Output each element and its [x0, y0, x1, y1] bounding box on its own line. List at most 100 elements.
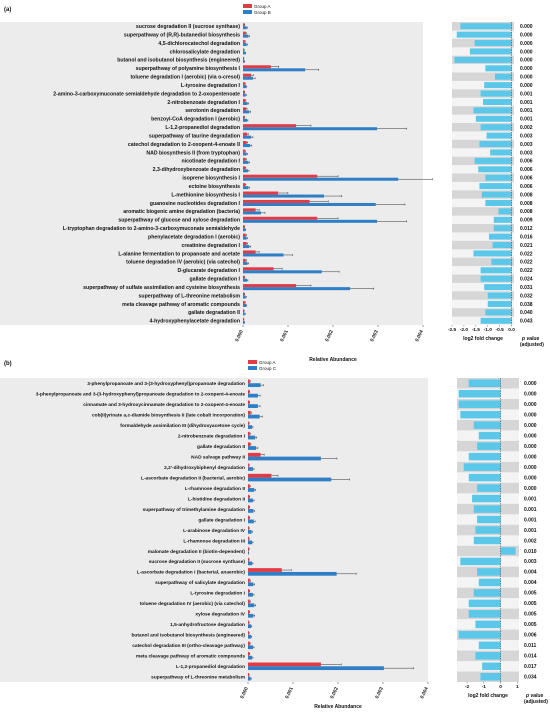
x-tick-label: 0.004 — [419, 686, 430, 700]
fc-tick-label: 0.0 — [508, 327, 515, 333]
bar-group-b — [243, 110, 250, 114]
abundance-panel-bg — [0, 378, 428, 682]
category-label: L-methionine biosynthesis I — [171, 192, 240, 198]
p-value: 0.034 — [524, 675, 537, 681]
fold-change-bar — [492, 242, 512, 249]
x-axis-label: Relative Abundance — [314, 704, 362, 710]
category-label: gallate degradation II — [197, 444, 246, 450]
category-label: formaldehyde assimilation III (dihydroxy… — [120, 423, 245, 429]
bar-group-a — [243, 149, 245, 153]
p-value: 0.002 — [520, 125, 533, 131]
bar-group-a — [243, 73, 252, 77]
category-label: superpathway of salicylate degradation — [155, 580, 245, 586]
bar-group-a — [243, 157, 246, 161]
bar-group-a — [248, 442, 251, 447]
p-value: 0.006 — [524, 633, 537, 639]
bar-group-b — [243, 303, 247, 307]
bar-group-a — [243, 107, 247, 111]
p-value: 0.032 — [520, 293, 533, 299]
category-label: superpathway of polyamine biosynthesis I — [136, 66, 241, 72]
bar-group-b — [248, 592, 253, 597]
x-tick-label: 0.002 — [329, 686, 340, 700]
fc-row-stripe — [452, 240, 514, 250]
fold-change-bar — [477, 515, 501, 524]
p-value: 0.009 — [520, 218, 533, 224]
category-label: toluene degradation I (aerobic) (via o-c… — [130, 75, 240, 81]
p-value: 0.021 — [520, 243, 533, 249]
fc-tick-label: -2.0 — [460, 327, 469, 333]
bar-group-a — [243, 242, 247, 246]
category-label: superpathway of glucose and xylose degra… — [118, 218, 240, 224]
p-value: 0.022 — [520, 260, 533, 266]
bar-group-b — [243, 76, 253, 80]
bar-group-b — [248, 676, 251, 681]
p-value: 0.004 — [524, 570, 537, 576]
fold-change-bar — [473, 107, 512, 114]
panel-label: (a) — [4, 7, 11, 13]
bar-group-b — [243, 312, 245, 316]
p-value: 0.000 — [524, 486, 537, 492]
category-label: L-ascorbate degradation I (bacterial, an… — [137, 570, 246, 576]
bar-group-a — [248, 463, 249, 468]
p-value: 0.024 — [520, 277, 533, 283]
bar-group-a — [248, 547, 249, 551]
fold-change-bar — [468, 452, 501, 461]
p-value: 0.001 — [524, 528, 537, 534]
fold-change-bar — [477, 484, 501, 492]
fold-change-bar — [460, 23, 512, 30]
bar-group-a — [248, 452, 261, 457]
fc-row-stripe — [452, 224, 514, 233]
x-axis-label: Relative Abundance — [309, 357, 357, 363]
fold-change-bar — [486, 132, 512, 139]
category-label: catechol degradation III (ortho-cleavage… — [132, 643, 245, 649]
bar-group-a — [248, 662, 321, 667]
bar-group-a — [248, 568, 282, 572]
p-value: 0.000 — [520, 58, 533, 64]
fold-change-bar — [480, 267, 512, 274]
bar-group-a — [243, 98, 246, 102]
x-tick-label: 0.003 — [374, 686, 385, 700]
bar-group-b — [248, 645, 253, 650]
fold-change-bar — [477, 442, 501, 450]
category-label: superpathway of sulfate assimilation and… — [83, 285, 240, 291]
legend-label: Group A — [259, 360, 276, 365]
category-label: L-rhamnose degradation III — [183, 538, 245, 544]
p-value: 0.006 — [520, 176, 533, 182]
p-value: 0.000 — [524, 433, 537, 439]
fold-change-bar — [458, 631, 501, 639]
fold-change-bar — [458, 400, 501, 408]
category-label: meta cleavage pathway of aromatic compou… — [122, 302, 240, 308]
p-value: 0.000 — [520, 75, 533, 81]
bar-group-b — [243, 194, 324, 198]
bar-group-b — [243, 152, 247, 156]
fold-change-bar — [468, 379, 501, 388]
p-value: 0.043 — [520, 319, 533, 325]
bar-group-b — [243, 85, 247, 89]
bar-group-a — [248, 578, 250, 583]
fold-change-bar — [473, 536, 501, 545]
p-value: 0.000 — [524, 454, 537, 460]
p-value: 0.000 — [520, 66, 533, 72]
p-value: 0.008 — [520, 201, 533, 207]
x-tick-label: 0.001 — [284, 686, 295, 700]
category-label: superpathway of trimethylamine degradati… — [143, 507, 245, 513]
p-value: 0.001 — [520, 108, 533, 114]
category-label: ectoine biosynthesis — [189, 184, 240, 190]
bar-group-a — [248, 536, 249, 541]
bar-group-b — [243, 169, 248, 173]
p-value: 0.002 — [524, 538, 537, 544]
bar-group-b — [243, 26, 247, 30]
fold-change-bar — [460, 557, 501, 566]
bar-group-b — [243, 211, 261, 215]
p-value: 0.001 — [524, 496, 537, 502]
fold-change-bar — [468, 599, 501, 608]
bar-group-a — [248, 599, 250, 604]
p-value: 0.010 — [524, 549, 537, 555]
bar-group-b — [248, 561, 253, 566]
bar-group-a — [248, 431, 250, 436]
bar-group-a — [243, 317, 244, 321]
category-label: 2-nitrobenzoate degradation I — [178, 433, 246, 439]
p-value: 0.006 — [520, 167, 533, 173]
bar-group-b — [248, 383, 261, 388]
category-label: 1,5-anhydrofructose degradation — [170, 622, 245, 628]
